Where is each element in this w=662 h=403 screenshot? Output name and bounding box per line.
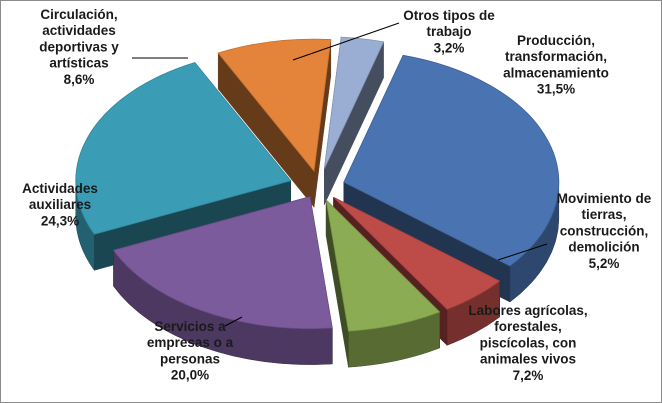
data-label-text: forestales, xyxy=(494,319,562,334)
data-label-value: 24,3% xyxy=(41,213,79,228)
pie-slice-servicios-a-empresas-o-a-personas xyxy=(112,196,333,365)
data-label-otros-tipos-de-trabajo: Otros tipos de trabajo 3,2% xyxy=(403,8,495,55)
data-label-value: 3,2% xyxy=(434,40,465,55)
data-label-value: 31,5% xyxy=(537,82,575,97)
data-label-text: actividades xyxy=(42,23,116,38)
data-label-text: transformación, xyxy=(505,49,607,64)
data-label-text: construcción, xyxy=(560,223,649,238)
data-label-value: 5,2% xyxy=(589,256,620,271)
data-label-text: personas xyxy=(160,351,220,366)
data-label-value: 20,0% xyxy=(171,368,209,383)
slice-top xyxy=(75,62,292,235)
slice-top xyxy=(112,196,333,330)
data-label-text: piscícolas, con xyxy=(480,335,577,350)
data-label-text: Servicios a xyxy=(154,319,226,334)
data-label-servicios-a-empresas-o-a-personas: Servicios a empresas o a personas 20,0% xyxy=(147,319,234,383)
data-label-text: Labores agrícolas, xyxy=(468,303,587,318)
data-label-text: deportivas y xyxy=(39,39,119,54)
leader-line-movimiento-de-tierras-construccion-demolicion xyxy=(497,243,548,261)
data-label-text: Otros tipos de xyxy=(403,8,495,23)
pie-slice-labores-agricolas-forestales-piscicolas-con-animales-vivos xyxy=(325,198,441,368)
pie-slice-circulacion-actividades-deportivas-y-artisticas xyxy=(217,38,332,208)
slice-top xyxy=(343,54,560,267)
data-label-movimiento-de-tierras-construccion-demolicion: Movimiento de tierras, construcción, demoli… xyxy=(557,191,652,271)
slice-top xyxy=(323,36,385,169)
data-label-text: animales vivos xyxy=(480,352,576,367)
data-label-text: artísticas xyxy=(49,56,108,71)
slice-top xyxy=(217,38,332,173)
data-label-text: Producción, xyxy=(517,33,595,48)
data-label-value: 8,6% xyxy=(64,72,95,87)
data-label-actividades-auxiliares: Actividades auxiliares 24,3% xyxy=(22,181,98,228)
data-label-circulacion-actividades-deportivas-y-artisticas: Circulación, actividades deportivas y artís… xyxy=(39,7,119,87)
data-label-text: trabajo xyxy=(426,24,471,39)
data-label-value: 7,2% xyxy=(513,368,544,383)
data-label-text: Movimiento de xyxy=(557,191,652,206)
data-label-text: Actividades xyxy=(22,181,98,196)
pie-slice-otros-tipos-de-trabajo xyxy=(323,36,385,205)
leader-line-servicios-a-empresas-o-a-personas xyxy=(224,316,243,327)
data-label-labores-agricolas-forestales-piscicolas-con-animales-vivos: Labores agrícolas, forestales, piscícolas,… xyxy=(468,303,587,383)
data-label-produccion-transformacion-almacenamiento: Producción, transformación, almacenamiento… xyxy=(503,33,609,97)
data-label-text: demolición xyxy=(568,240,639,255)
slice-top xyxy=(325,198,441,332)
data-label-text: almacenamiento xyxy=(503,65,609,80)
leader-line-otros-tipos-de-trabajo xyxy=(292,22,400,61)
data-label-text: auxiliares xyxy=(29,197,91,212)
data-label-text: tierras, xyxy=(581,207,626,222)
data-label-text: Circulación, xyxy=(40,7,117,22)
slice-top xyxy=(333,196,501,310)
data-label-text: empresas o a xyxy=(147,335,234,350)
